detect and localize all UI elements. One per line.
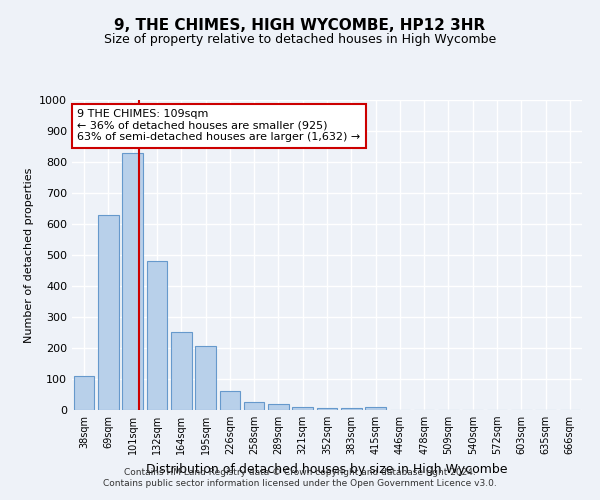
Bar <box>244 402 265 410</box>
Bar <box>341 408 362 410</box>
Text: 9 THE CHIMES: 109sqm
← 36% of detached houses are smaller (925)
63% of semi-deta: 9 THE CHIMES: 109sqm ← 36% of detached h… <box>77 110 361 142</box>
Bar <box>268 404 289 410</box>
Bar <box>146 261 167 410</box>
Y-axis label: Number of detached properties: Number of detached properties <box>23 168 34 342</box>
Text: Size of property relative to detached houses in High Wycombe: Size of property relative to detached ho… <box>104 32 496 46</box>
Bar <box>220 391 240 410</box>
Bar <box>317 408 337 410</box>
Text: Contains HM Land Registry data © Crown copyright and database right 2024.
Contai: Contains HM Land Registry data © Crown c… <box>103 468 497 487</box>
Bar <box>98 214 119 410</box>
Bar <box>195 346 216 410</box>
Bar <box>292 407 313 410</box>
X-axis label: Distribution of detached houses by size in High Wycombe: Distribution of detached houses by size … <box>146 462 508 475</box>
Bar <box>122 152 143 410</box>
Bar <box>74 376 94 410</box>
Bar <box>365 407 386 410</box>
Text: 9, THE CHIMES, HIGH WYCOMBE, HP12 3HR: 9, THE CHIMES, HIGH WYCOMBE, HP12 3HR <box>115 18 485 32</box>
Bar <box>171 332 191 410</box>
